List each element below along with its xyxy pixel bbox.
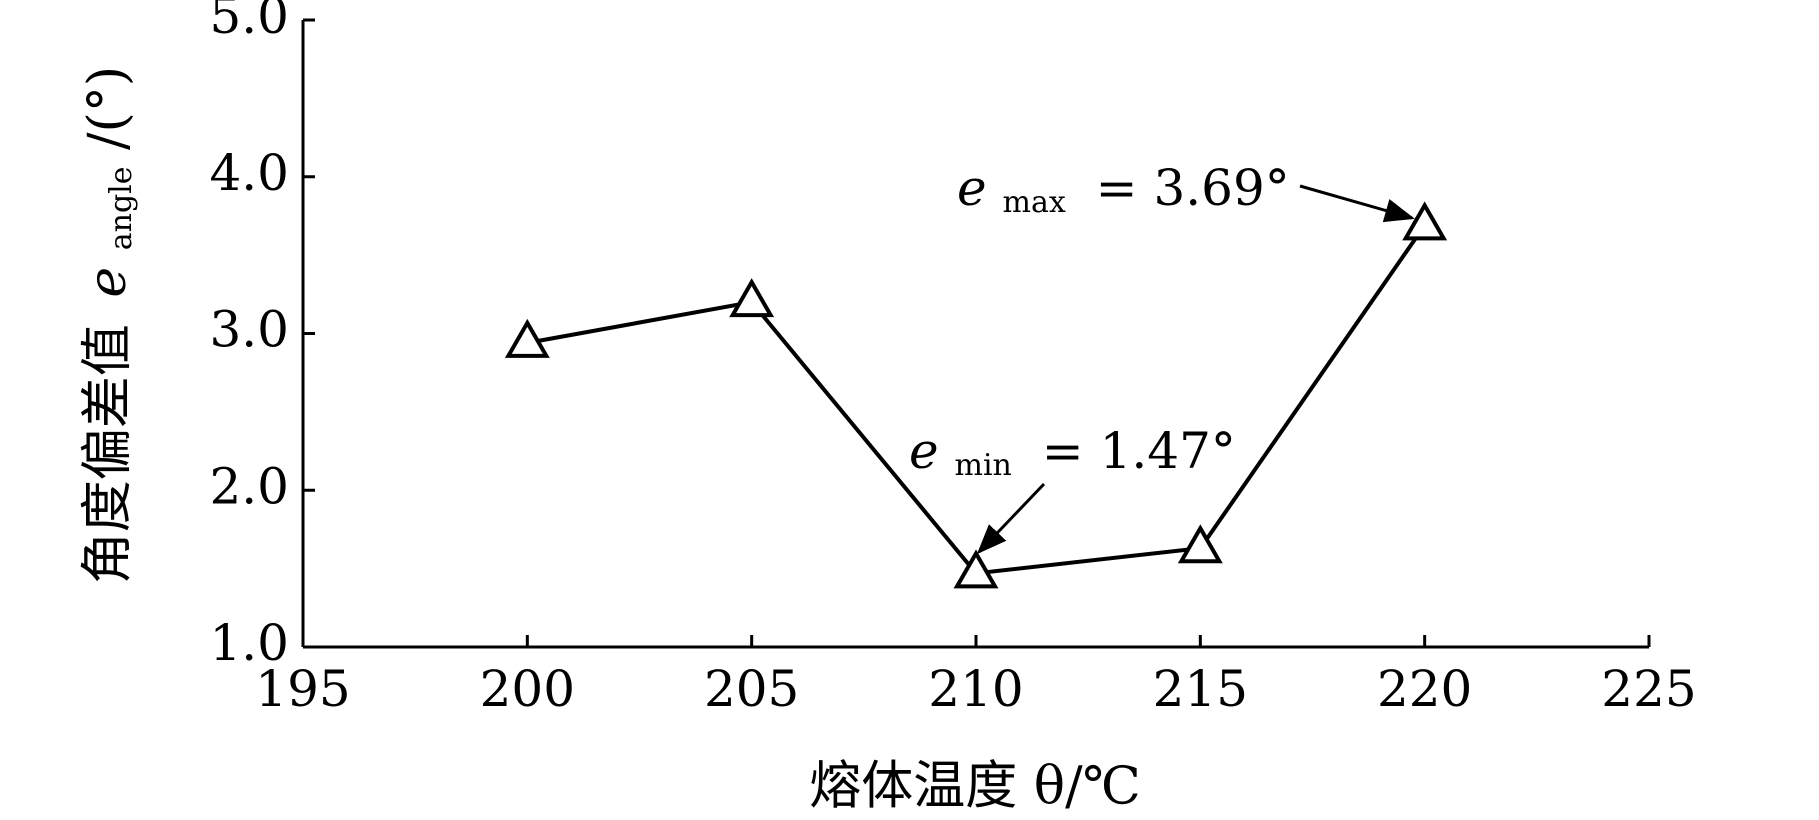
y-tick-label: 3.0: [209, 301, 289, 359]
annotation-text: = 1.47°: [1042, 422, 1236, 480]
annotation-subscript: min: [955, 448, 1012, 483]
annotation-arrow: [976, 482, 1046, 555]
annotation-text: = 3.69°: [1096, 159, 1290, 217]
x-tick-label: 220: [1377, 660, 1472, 718]
y-tick-label: 4.0: [209, 144, 289, 202]
point-marker: [953, 549, 999, 589]
x-tick-label: 210: [928, 660, 1023, 718]
y-axis-label: 角度偏差值 e angle /(°): [78, 66, 150, 584]
point-marker: [1177, 524, 1223, 564]
annotation: e max = 3.69°: [957, 159, 1290, 229]
y-label-text: 角度偏差值: [78, 324, 138, 584]
annotation-arrow: [1299, 184, 1415, 223]
x-tick-label: 200: [480, 660, 575, 718]
series-line: [526, 224, 1427, 576]
x-tick-label: 225: [1601, 660, 1696, 718]
y-label-subscript: angle: [104, 167, 139, 251]
annotation-symbol: e: [909, 422, 939, 480]
y-label-unit: /(°): [78, 66, 138, 150]
y-tick-label: 2.0: [209, 457, 289, 515]
point-marker: [729, 278, 775, 318]
point-marker: [1402, 201, 1448, 241]
x-tick-label: 205: [704, 660, 799, 718]
annotation: e min = 1.47°: [909, 422, 1236, 492]
x-tick-label: 195: [255, 660, 350, 718]
x-axis-label: 熔体温度 θ/℃: [809, 757, 1141, 817]
point-marker: [504, 318, 550, 358]
y-tick-label: 5.0: [209, 0, 289, 45]
annotation-subscript: max: [1003, 185, 1066, 220]
y-tick-label: 1.0: [209, 614, 289, 672]
annotation-symbol: e: [957, 159, 987, 217]
x-tick-label: 215: [1153, 660, 1248, 718]
y-label-symbol: e: [78, 267, 138, 298]
